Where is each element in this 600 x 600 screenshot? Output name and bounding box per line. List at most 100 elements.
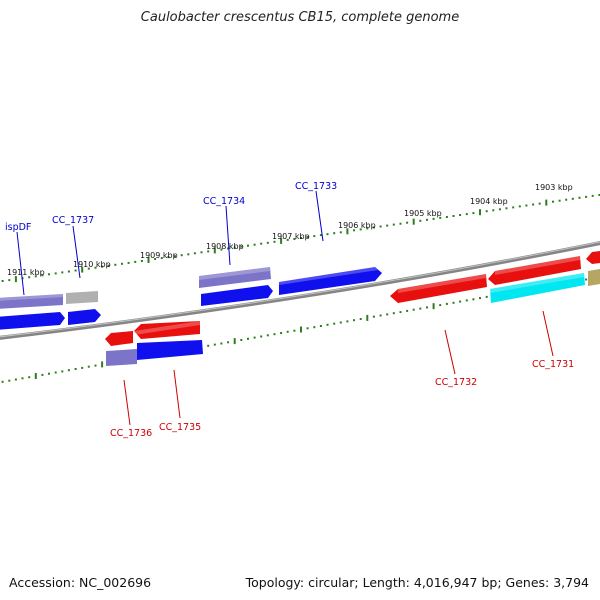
- minor-tick: [558, 199, 561, 202]
- minor-tick: [485, 295, 488, 298]
- minor-tick: [505, 207, 508, 210]
- gene-label-CC_1732[interactable]: CC_1732: [435, 377, 477, 388]
- minor-tick: [459, 214, 462, 216]
- minor-tick: [154, 258, 157, 260]
- leader-CC_1734: [225, 205, 231, 266]
- minor-tick: [54, 272, 57, 275]
- gene-CC_1736-purple[interactable]: [106, 349, 137, 366]
- minor-tick: [406, 221, 409, 224]
- minor-tick: [293, 329, 296, 332]
- gene-ispDF-purple[interactable]: [0, 294, 63, 309]
- minor-tick: [167, 256, 170, 259]
- minor-tick: [571, 197, 574, 200]
- minor-tick: [439, 216, 442, 219]
- gene-label-CC_1734[interactable]: CC_1734: [203, 196, 245, 207]
- minor-tick: [94, 364, 97, 367]
- minor-tick: [121, 262, 123, 265]
- minor-tick: [578, 196, 581, 199]
- gene-CC_1737-blue[interactable]: [68, 309, 101, 325]
- minor-tick: [8, 379, 11, 382]
- gene-CC_1735-blue[interactable]: [137, 340, 203, 360]
- gene-CC_1734-blue[interactable]: [201, 285, 273, 306]
- minor-tick: [81, 366, 84, 369]
- major-tick: [81, 266, 84, 273]
- minor-tick: [247, 244, 249, 247]
- minor-tick: [174, 255, 176, 258]
- minor-tick: [472, 212, 475, 215]
- minor-tick: [273, 240, 276, 243]
- minor-tick: [266, 241, 269, 244]
- gene-partial-red[interactable]: [586, 251, 600, 264]
- minor-tick: [333, 232, 336, 235]
- minor-tick: [426, 306, 428, 309]
- leader-CC_1735: [173, 369, 181, 419]
- minor-tick: [227, 341, 230, 344]
- minor-tick: [247, 337, 249, 340]
- minor-tick: [498, 208, 501, 211]
- gene-CC_1737-gray[interactable]: [66, 291, 98, 304]
- gene-CC_1734-purple[interactable]: [199, 267, 271, 288]
- minor-tick: [432, 217, 435, 220]
- minor-tick: [240, 339, 243, 341]
- gene-label-CC_1735[interactable]: CC_1735: [159, 422, 201, 433]
- gene-CC_1736-red[interactable]: [105, 331, 133, 346]
- minor-tick: [300, 237, 302, 239]
- major-tick: [346, 228, 349, 235]
- minor-tick: [379, 225, 382, 228]
- gene-label-CC_1733[interactable]: CC_1733: [295, 181, 337, 192]
- minor-tick: [101, 265, 104, 268]
- kbp-label-1911: 1911 kbp: [7, 268, 45, 277]
- minor-tick: [127, 261, 130, 264]
- minor-tick: [392, 223, 395, 226]
- major-tick: [34, 373, 37, 379]
- gene-partial-olive[interactable]: [588, 269, 600, 286]
- map-title: Caulobacter crescentus CB15, complete ge…: [140, 10, 460, 25]
- minor-tick: [339, 321, 342, 324]
- minor-tick: [313, 235, 316, 238]
- gene-label-CC_1737[interactable]: CC_1737: [52, 215, 94, 226]
- minor-tick: [1, 380, 4, 383]
- accession-text: Accession: NC_002696: [9, 575, 152, 590]
- minor-tick: [386, 313, 389, 316]
- forward-genes: [0, 267, 585, 330]
- minor-tick: [87, 267, 90, 270]
- gene-label-CC_1731[interactable]: CC_1731: [532, 359, 574, 370]
- minor-tick: [48, 273, 50, 276]
- minor-tick: [140, 260, 143, 262]
- minor-tick: [74, 368, 77, 370]
- gene-CC_1731-cyan[interactable]: [490, 273, 585, 303]
- gene-CC_1735-red[interactable]: [134, 321, 200, 339]
- gene-CC_1732-red[interactable]: [390, 274, 487, 303]
- gene-CC_1733-blue[interactable]: [279, 267, 382, 295]
- major-tick: [233, 338, 236, 345]
- minor-tick: [366, 227, 369, 230]
- kbp-label-1905: 1905 kbp: [404, 209, 442, 218]
- minor-tick: [591, 194, 594, 197]
- minor-tick: [339, 231, 342, 234]
- minor-tick: [160, 257, 163, 260]
- minor-tick: [134, 260, 137, 263]
- minor-tick: [306, 327, 309, 330]
- minor-tick: [598, 194, 600, 196]
- minor-tick: [372, 315, 375, 318]
- gene-CC_1731-red[interactable]: [488, 256, 581, 285]
- minor-tick: [200, 251, 203, 254]
- minor-tick: [326, 323, 329, 326]
- minor-tick: [253, 336, 256, 339]
- major-tick: [412, 218, 415, 225]
- gene-label-CC_1736[interactable]: CC_1736: [110, 428, 152, 439]
- minor-tick: [34, 275, 37, 278]
- minor-tick: [445, 216, 448, 218]
- minor-tick: [87, 365, 90, 368]
- minor-tick: [61, 370, 64, 373]
- major-tick: [479, 209, 481, 216]
- minor-tick: [253, 243, 256, 246]
- gene-label-ispDF[interactable]: ispDF: [5, 222, 31, 233]
- minor-tick: [273, 333, 276, 336]
- minor-tick: [392, 312, 395, 315]
- gene-ispDF-blue[interactable]: [0, 312, 65, 330]
- minor-tick: [525, 204, 528, 207]
- minor-tick: [346, 320, 349, 323]
- minor-tick: [67, 270, 70, 273]
- minor-tick: [61, 271, 64, 274]
